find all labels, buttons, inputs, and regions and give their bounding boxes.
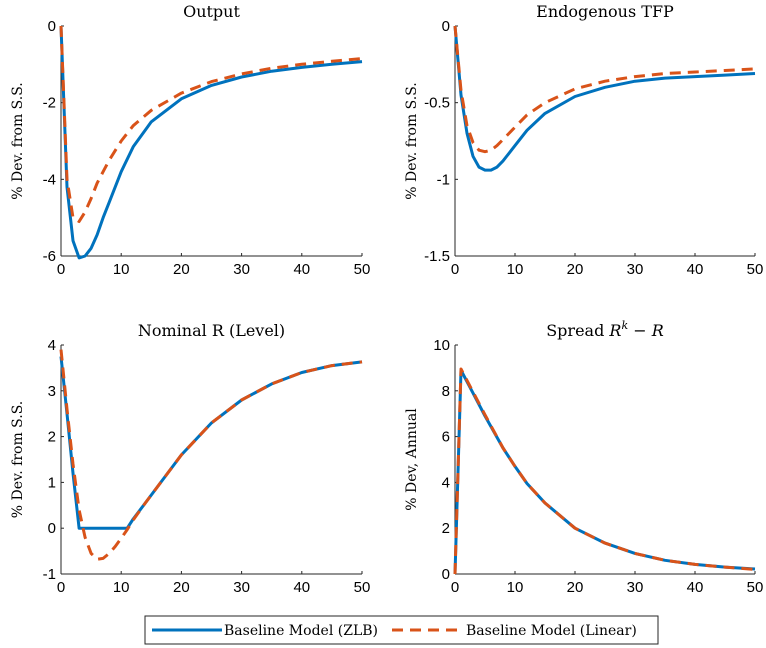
legend: Baseline Model (ZLB) Baseline Model (Lin… xyxy=(144,615,659,645)
x-tick-label: 0 xyxy=(57,261,65,278)
y-tick-label: 3 xyxy=(48,383,56,400)
y-tick-label: -1.5 xyxy=(424,248,450,265)
x-tick-label: 10 xyxy=(507,579,524,596)
x-tick-label: 30 xyxy=(233,579,250,596)
x-tick-label: 40 xyxy=(293,261,310,278)
x-tick-label: 10 xyxy=(113,579,130,596)
x-tick-label: 20 xyxy=(173,261,190,278)
y-tick-label: 2 xyxy=(48,429,56,446)
series-line-linear xyxy=(453,367,756,575)
series-line-zlb xyxy=(59,356,363,530)
x-tick-label: 40 xyxy=(687,579,704,596)
y-tick-label: 2 xyxy=(442,520,450,537)
y-tick-label: 0 xyxy=(48,520,56,537)
y-tick-label: 8 xyxy=(442,383,450,400)
x-tick-label: 50 xyxy=(354,261,371,278)
y-tick-label: 0 xyxy=(442,566,450,583)
x-tick-label: 10 xyxy=(507,261,524,278)
panel-spread: 0 10 20 30 40 50 0 2 4 6 8 10 Spread Rk − R % Dev, An… xyxy=(404,319,763,596)
y-tick-label: 4 xyxy=(48,337,56,354)
y-tick-label: 6 xyxy=(442,429,450,446)
x-tick-label: 20 xyxy=(567,261,584,278)
y-tick-label: 1 xyxy=(48,474,56,491)
y-tick-label: -6 xyxy=(43,248,56,265)
y-tick-label: 4 xyxy=(442,474,450,491)
panel-output: 0 10 20 30 40 50 -6 -4 -2 0 Output % Dev. from S.S. xyxy=(10,2,370,278)
series-line-linear xyxy=(453,25,756,154)
y-tick-label: 0 xyxy=(442,18,450,35)
series-line-zlb xyxy=(453,25,756,172)
y-tick-label: 10 xyxy=(433,337,450,354)
x-tick-label: 20 xyxy=(567,579,584,596)
x-tick-label: 30 xyxy=(233,261,250,278)
x-tick-label: 20 xyxy=(173,579,190,596)
x-tick-label: 50 xyxy=(747,579,764,596)
y-tick-label: -1 xyxy=(437,171,450,188)
y-tick-label: 0 xyxy=(48,18,56,35)
x-tick-label: 0 xyxy=(451,579,459,596)
series-line-linear xyxy=(59,25,363,223)
x-tick-label: 50 xyxy=(354,579,371,596)
chart-title: Endogenous TFP xyxy=(536,2,674,21)
y-axis-label: % Dev, Annual xyxy=(404,408,420,511)
x-tick-label: 0 xyxy=(57,579,65,596)
y-tick-label: -4 xyxy=(43,171,56,188)
chart-title: Spread Rk − R xyxy=(546,319,664,340)
y-axis-label: % Dev. from S.S. xyxy=(10,401,26,519)
x-tick-label: 30 xyxy=(627,261,644,278)
chart-title: Output xyxy=(183,2,240,21)
x-tick-label: 50 xyxy=(747,261,764,278)
x-tick-label: 10 xyxy=(113,261,130,278)
series-line-linear xyxy=(59,349,363,561)
y-tick-label: -2 xyxy=(43,95,56,112)
panel-tfp: 0 10 20 30 40 50 -1.5 -1 -0.5 0 Endogenous TFP % De… xyxy=(404,2,763,278)
series-line-zlb xyxy=(59,25,363,260)
legend-label-linear: Baseline Model (Linear) xyxy=(466,623,637,639)
x-tick-label: 40 xyxy=(293,579,310,596)
x-tick-label: 40 xyxy=(687,261,704,278)
legend-label-zlb: Baseline Model (ZLB) xyxy=(224,623,378,639)
x-tick-label: 30 xyxy=(627,579,644,596)
x-tick-label: 0 xyxy=(451,261,459,278)
y-tick-label: -0.5 xyxy=(424,95,450,112)
chart-title: Nominal R (Level) xyxy=(138,321,285,340)
y-tick-label: -1 xyxy=(43,566,56,583)
y-axis-label: % Dev. from S.S. xyxy=(10,82,26,200)
y-axis-label: % Dev. from S.S. xyxy=(404,82,420,200)
